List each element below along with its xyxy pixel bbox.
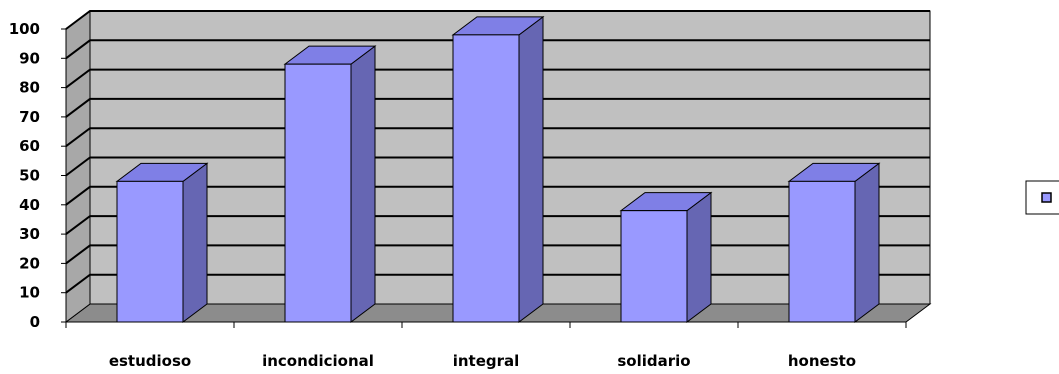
gridline: [65, 127, 930, 147]
bar-front: [284, 63, 352, 323]
axis-labels: 0 10 20 30 40 50 60 70 80 90 100 estudioso incondici…: [9, 20, 856, 370]
y-tick-label: 0: [30, 313, 40, 331]
y-tick-label: 10: [19, 284, 40, 302]
y-tick-label: 80: [19, 79, 40, 97]
x-tick-label: incondicional: [262, 352, 374, 370]
bar-front: [452, 34, 520, 323]
bar-front: [116, 180, 184, 323]
bar-side: [854, 162, 880, 323]
bar-side: [350, 45, 376, 323]
bar-side: [182, 162, 208, 323]
bar-front: [788, 180, 856, 323]
bar-side: [686, 191, 712, 323]
gridline: [65, 97, 930, 118]
x-tick-label: honesto: [788, 352, 856, 370]
bar-side: [518, 15, 544, 323]
y-tick-label: 20: [19, 254, 40, 272]
y-tick-label: 70: [19, 108, 40, 126]
y-tick-label: 50: [19, 167, 40, 185]
bar-front: [620, 210, 688, 323]
x-tick-label: estudioso: [109, 352, 191, 370]
bar-honesto: [787, 162, 881, 323]
gridline: [65, 185, 930, 206]
bar-incondicional: [283, 45, 377, 323]
x-tick-label: integral: [453, 352, 520, 370]
legend-swatch: [1041, 192, 1052, 203]
y-tick-label: 90: [19, 49, 40, 67]
y-tick-label: 60: [19, 137, 40, 155]
y-tick-label: 40: [19, 196, 40, 214]
y-tick-label: 30: [19, 225, 40, 243]
gridline: [65, 156, 930, 177]
x-tick-label: solidario: [617, 352, 690, 370]
y-tick-label: 100: [9, 20, 40, 38]
bar-estudioso: [115, 162, 209, 323]
gridline: [65, 10, 930, 30]
bar-integral: [451, 15, 545, 323]
gridline: [65, 39, 930, 60]
legend: [1025, 180, 1059, 215]
bar-solidario: [619, 191, 713, 323]
gridline: [65, 68, 930, 89]
bars: [115, 15, 881, 323]
